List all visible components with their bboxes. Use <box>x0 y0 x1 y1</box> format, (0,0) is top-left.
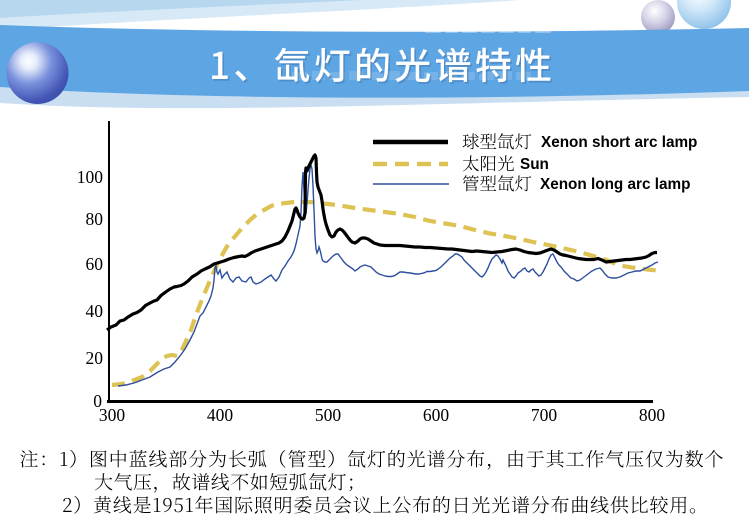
svg-text:500: 500 <box>315 405 342 425</box>
svg-text:Xenon long arc lamp: Xenon long arc lamp <box>540 176 690 193</box>
svg-text:700: 700 <box>531 405 558 425</box>
svg-text:40: 40 <box>86 301 104 321</box>
svg-text:100: 100 <box>77 167 104 187</box>
svg-text:400: 400 <box>207 405 234 425</box>
svg-text:Sun: Sun <box>520 156 549 173</box>
svg-text:300: 300 <box>99 405 126 425</box>
svg-text:800: 800 <box>639 405 666 425</box>
svg-text:600: 600 <box>423 405 450 425</box>
svg-text:80: 80 <box>86 209 104 229</box>
svg-text:60: 60 <box>86 254 104 274</box>
svg-text:Xenon short arc lamp: Xenon short arc lamp <box>541 134 697 151</box>
svg-text:0: 0 <box>93 391 102 411</box>
svg-text:20: 20 <box>86 348 104 368</box>
